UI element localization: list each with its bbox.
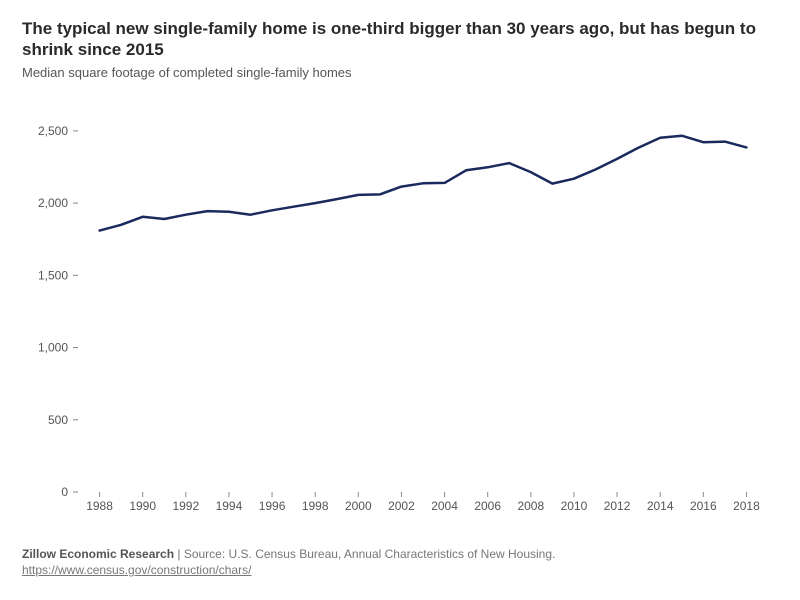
footer-link[interactable]: https://www.census.gov/construction/char… — [22, 563, 251, 577]
x-tick-label: 2014 — [647, 499, 674, 513]
chart-footer: Zillow Economic Research | Source: U.S. … — [22, 546, 778, 580]
y-tick-label: 1,000 — [38, 340, 68, 354]
y-tick-label: 1,500 — [38, 268, 68, 282]
x-tick-label: 1996 — [259, 499, 286, 513]
footer-source: U.S. Census Bureau, Annual Characteristi… — [229, 547, 556, 561]
y-tick-label: 2,500 — [38, 123, 68, 137]
x-tick-label: 2018 — [733, 499, 760, 513]
x-tick-label: 2002 — [388, 499, 415, 513]
series-line — [100, 135, 747, 230]
chart-subtitle: Median square footage of completed singl… — [22, 65, 778, 80]
x-tick-label: 2004 — [431, 499, 458, 513]
footer-brand: Zillow Economic Research — [22, 547, 174, 561]
y-tick-label: 500 — [48, 412, 68, 426]
x-tick-label: 2008 — [517, 499, 544, 513]
x-tick-label: 2006 — [474, 499, 501, 513]
chart-svg: 0 500 1,000 1,500 2,000 2,500 1988 1990 1992 1994… — [22, 92, 778, 532]
x-tick-label: 2000 — [345, 499, 372, 513]
x-tick-label: 2016 — [690, 499, 717, 513]
x-tick-label: 1988 — [86, 499, 113, 513]
x-tick-label: 2012 — [604, 499, 631, 513]
y-tick-label: 2,000 — [38, 196, 68, 210]
x-tick-label: 1990 — [129, 499, 156, 513]
x-tick-label: 1992 — [172, 499, 199, 513]
x-tick-label: 1998 — [302, 499, 329, 513]
x-tick-label: 1994 — [216, 499, 243, 513]
y-tick-label: 0 — [61, 485, 68, 499]
x-tick-label: 2010 — [561, 499, 588, 513]
chart-title: The typical new single-family home is on… — [22, 18, 778, 61]
line-chart: 0 500 1,000 1,500 2,000 2,500 1988 1990 1992 1994… — [22, 92, 778, 532]
footer-source-prefix: | Source: — [174, 547, 228, 561]
